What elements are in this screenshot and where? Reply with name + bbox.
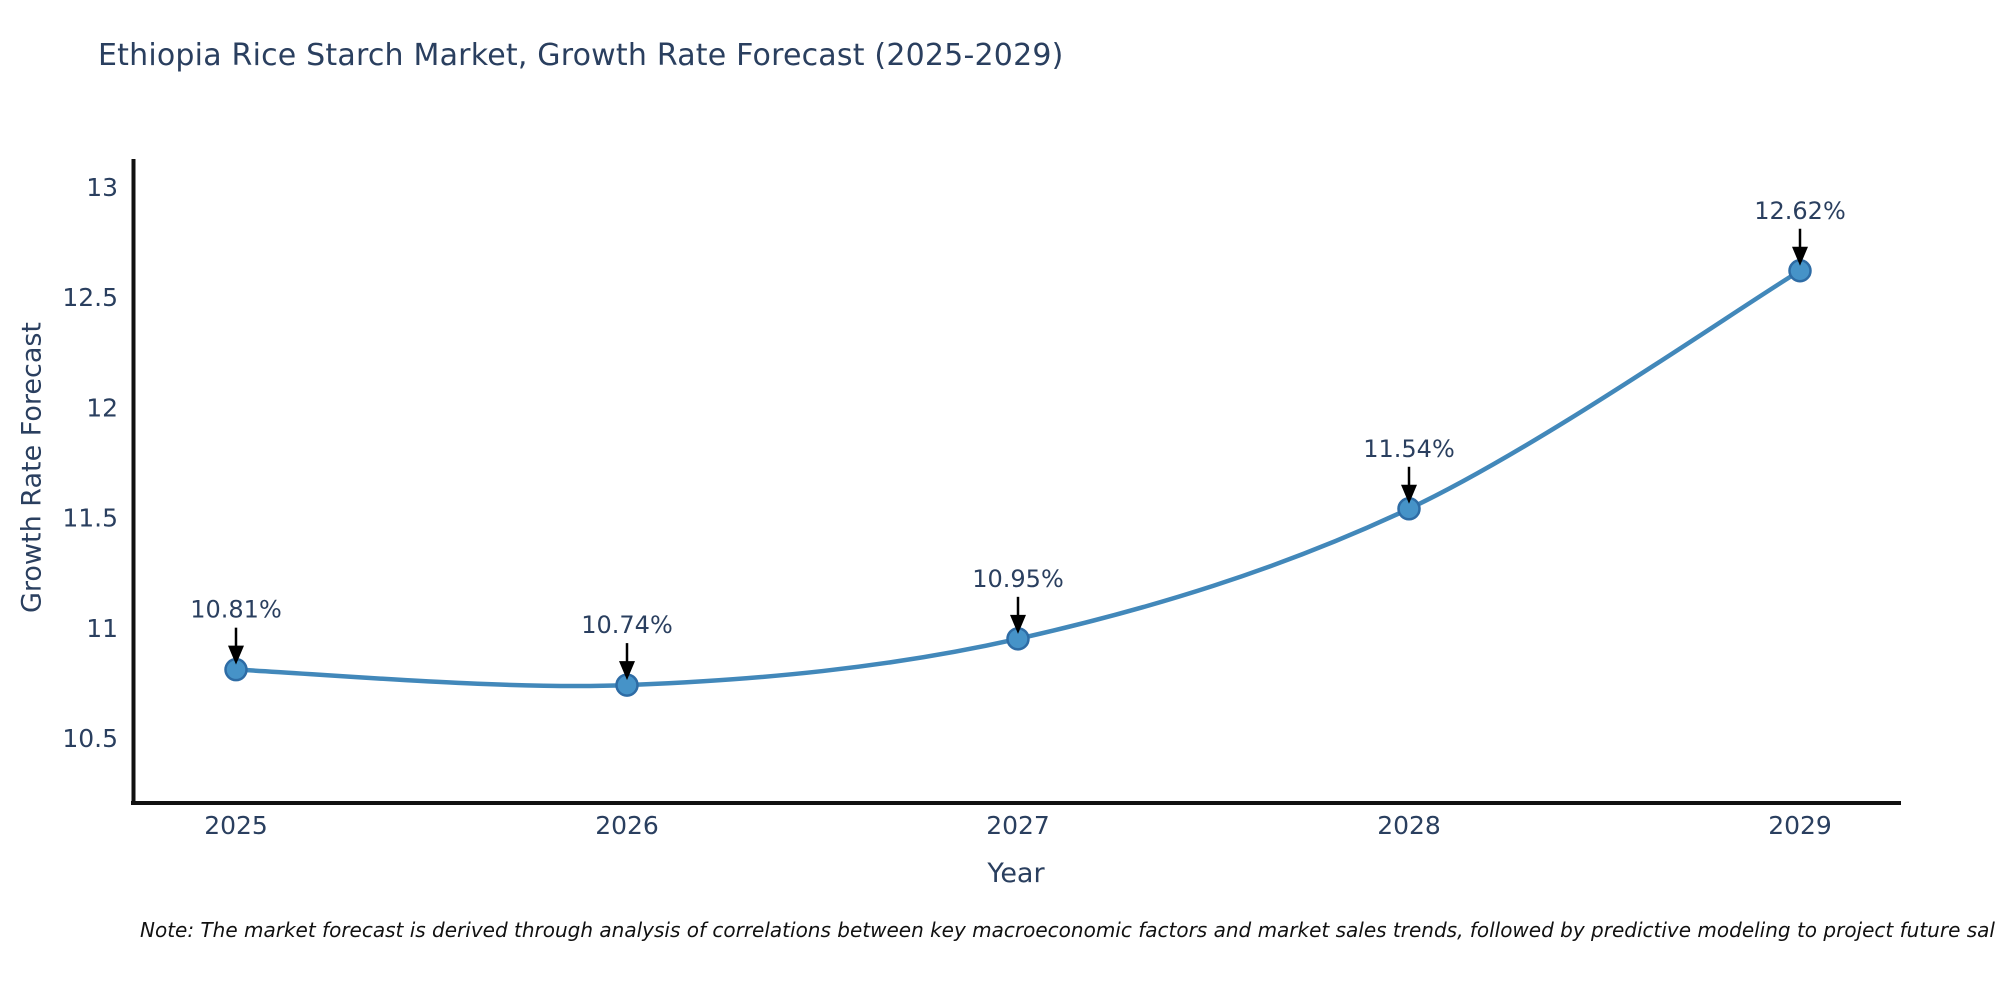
point-label-2028: 11.54% [1363,435,1455,463]
annotation-arrowhead-icon [1792,246,1808,266]
y-axis-title: Growth Rate Forecast [16,321,48,614]
x-tick-label-2026: 2026 [595,811,659,840]
annotation-arrowhead-icon [228,645,244,665]
chart-title: Ethiopia Rice Starch Market, Growth Rate… [98,38,1064,73]
point-label-2025: 10.81% [190,596,282,624]
footnote: Note: The market forecast is derived thr… [140,918,1995,942]
x-tick-label-2028: 2028 [1377,811,1441,840]
point-label-2027: 10.95% [972,565,1064,593]
point-label-2029: 12.62% [1754,197,1846,225]
x-tick-label-2027: 2027 [986,811,1050,840]
y-tick-label: 11.5 [62,504,118,533]
x-tick-label-2025: 2025 [204,811,268,840]
annotation-arrowhead-icon [1401,484,1417,504]
y-tick-label: 12 [86,393,118,422]
x-axis-title: Year [987,858,1045,889]
point-label-2026: 10.74% [581,611,673,639]
annotation-arrowhead-icon [619,661,635,681]
x-tick-label-2029: 2029 [1768,811,1832,840]
y-tick-label: 11 [86,614,118,643]
annotation-arrowhead-icon [1010,614,1026,634]
y-tick-label: 12.5 [62,283,118,312]
y-tick-label: 13 [86,173,118,202]
y-tick-label: 10.5 [62,724,118,753]
